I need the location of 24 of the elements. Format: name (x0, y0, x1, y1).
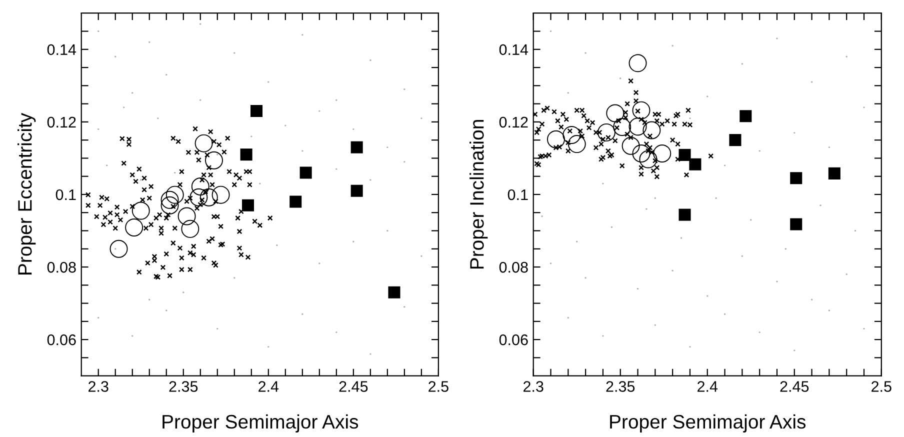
y-tick-label: 0.08 (499, 262, 528, 273)
y-tick-label: 0.06 (499, 334, 528, 346)
x-tick-label: 2.45 (339, 381, 368, 392)
y-tick-label: 0.14 (499, 44, 528, 56)
y-axis-title: Proper Inclination (470, 120, 488, 269)
y-tick-label: 0.1 (508, 189, 528, 200)
y-tick-label: 0.12 (47, 116, 76, 128)
x-tick-label: 2.4 (258, 381, 279, 392)
x-tick-label: 2.35 (169, 381, 198, 392)
x-tick-label: 2.3 (88, 381, 108, 392)
x-tick-label: 2.35 (606, 381, 635, 392)
x-tick-label: 2.5 (872, 381, 892, 392)
x-axis-title: Proper Semimajor Axis (162, 414, 358, 432)
y-tick-label: 0.06 (47, 334, 76, 346)
x-tick-label: 2.45 (780, 381, 809, 392)
y-tick-label: 0.12 (499, 116, 528, 128)
y-tick-label: 0.08 (47, 262, 76, 273)
x-tick-label: 2.4 (698, 381, 718, 392)
y-tick-label: 0.1 (56, 189, 76, 200)
x-axis-title: Proper Semimajor Axis (610, 414, 806, 432)
y-tick-label: 0.14 (47, 44, 76, 56)
x-tick-label: 2.3 (524, 381, 544, 392)
x-tick-label: 2.5 (428, 381, 448, 392)
y-axis-title: Proper Eccentricity (18, 112, 36, 274)
